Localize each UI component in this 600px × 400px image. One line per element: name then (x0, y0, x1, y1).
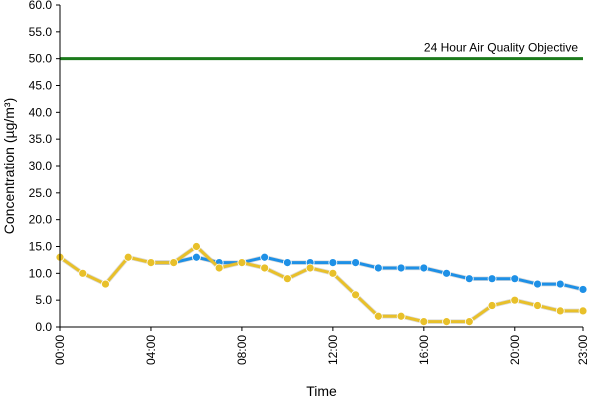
data-point (351, 258, 361, 268)
data-point (555, 279, 565, 289)
y-tick-label: 5.0 (35, 293, 52, 307)
series-2 (55, 242, 588, 327)
x-tick-label: 08:00 (235, 335, 249, 365)
data-point (78, 268, 88, 278)
data-point (487, 274, 497, 284)
data-point (555, 306, 565, 316)
data-point (419, 317, 429, 327)
x-tick-label: 20:00 (508, 335, 522, 365)
y-tick-label: 0.0 (35, 320, 52, 334)
y-axis-ticks: 0.0 5.0 10.0 15.0 20.0 25.0 30.0 35.0 40.0 45.0 50… (29, 0, 60, 334)
data-point (578, 306, 588, 316)
x-tick-label: 23:00 (576, 335, 590, 365)
data-point (510, 274, 520, 284)
data-point (510, 295, 520, 305)
data-point (487, 301, 497, 310)
data-point (533, 279, 542, 289)
data-point (464, 274, 474, 284)
data-point (578, 285, 588, 294)
data-point (533, 301, 542, 310)
y-tick-label: 15.0 (29, 240, 53, 254)
data-point (328, 258, 338, 268)
x-axis-ticks: 00:00 04:00 08:00 12:00 16:00 20:00 23:00 (53, 327, 590, 365)
data-point (396, 311, 406, 321)
x-tick-label: 04:00 (144, 335, 158, 365)
data-point (442, 317, 451, 327)
data-point (328, 268, 338, 278)
y-tick-label: 30.0 (29, 159, 53, 173)
y-tick-label: 25.0 (29, 186, 53, 200)
objective-label: 24 Hour Air Quality Objective (424, 41, 578, 55)
y-tick-label: 35.0 (29, 132, 53, 146)
x-tick-label: 16:00 (417, 335, 431, 365)
series-group (55, 242, 588, 327)
data-point (146, 258, 156, 268)
y-tick-label: 20.0 (29, 213, 53, 227)
data-point (305, 263, 315, 273)
data-point (282, 274, 292, 284)
y-tick-label: 55.0 (29, 25, 53, 39)
series-line-shadow (58, 244, 583, 324)
data-point (282, 258, 292, 268)
y-axis-title: Concentration (µg/m³) (1, 98, 17, 234)
y-tick-label: 60.0 (29, 0, 53, 12)
data-point (192, 242, 201, 251)
y-tick-label: 50.0 (29, 52, 53, 66)
y-tick-label: 45.0 (29, 79, 53, 93)
data-point (260, 252, 270, 262)
data-point (169, 258, 179, 268)
data-point (373, 311, 383, 321)
data-point (123, 252, 133, 262)
data-point (260, 263, 270, 273)
y-tick-label: 10.0 (29, 266, 53, 280)
data-point (442, 268, 451, 278)
x-tick-label: 12:00 (326, 335, 340, 365)
data-point (214, 263, 224, 273)
data-point (192, 252, 201, 262)
data-point (101, 279, 110, 289)
data-point (419, 263, 429, 273)
data-point (373, 263, 383, 273)
x-axis-title: Time (306, 383, 337, 399)
data-point (237, 258, 247, 268)
data-point (396, 263, 406, 273)
data-point (464, 317, 474, 327)
objective-line-group: 24 Hour Air Quality Objective (60, 41, 583, 61)
x-tick-label: 00:00 (53, 335, 67, 365)
y-tick-label: 40.0 (29, 105, 53, 119)
data-point (351, 290, 361, 300)
